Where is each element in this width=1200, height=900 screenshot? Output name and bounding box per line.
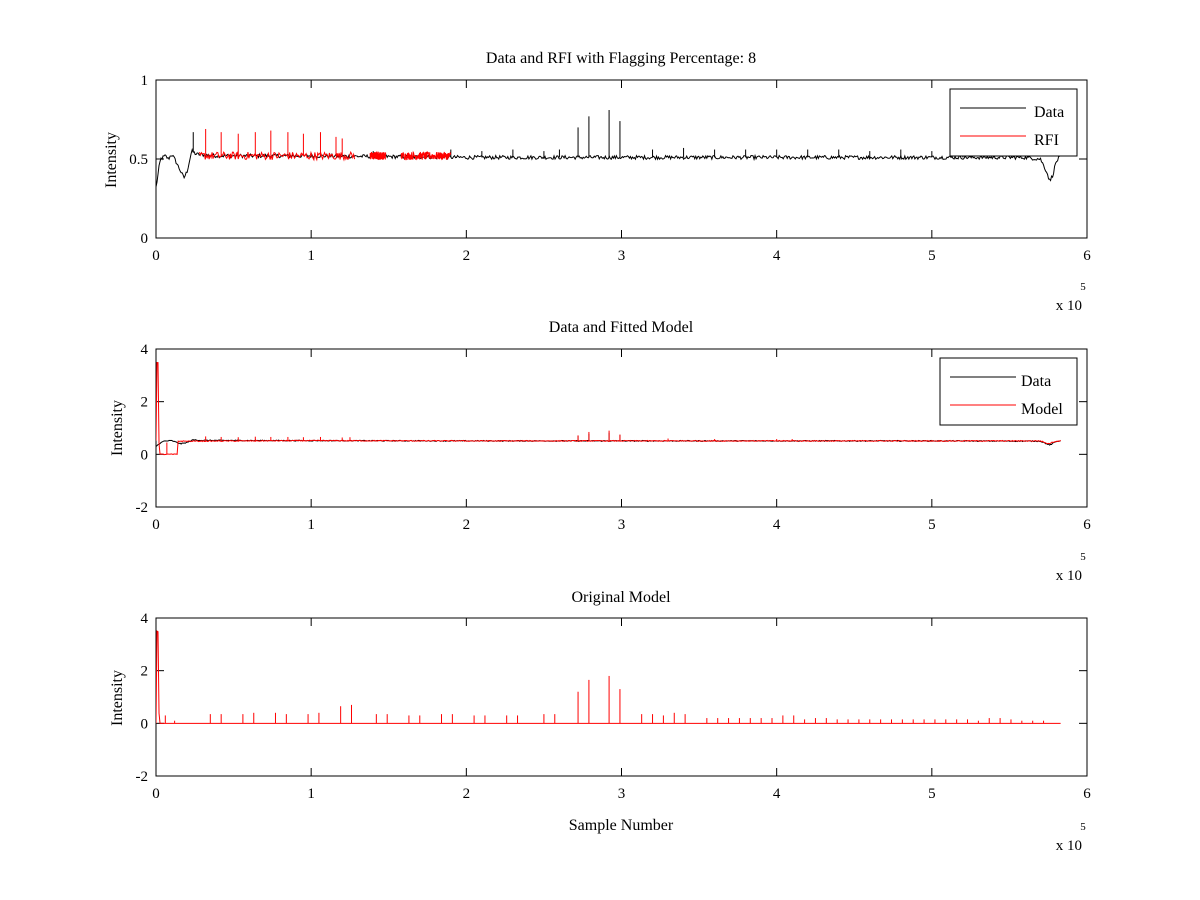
series-line-model [156, 630, 1061, 724]
x-tick-label: 5 [928, 517, 936, 533]
subplot-title: Original Model [571, 589, 671, 606]
y-tick-label: 0.5 [129, 152, 148, 168]
y-tick-label: -2 [136, 500, 149, 516]
legend-box [939, 357, 1078, 426]
y-tick-label: 2 [141, 664, 149, 680]
series-group [156, 362, 1061, 456]
y-tick-label: 2 [141, 395, 149, 411]
y-axis-label: Intensity [103, 132, 120, 188]
x-axis-multiplier: x 10 5 [1056, 281, 1087, 314]
x-tick-label: 2 [463, 248, 471, 264]
x-tick-label: 6 [1083, 786, 1091, 802]
x-tick-label: 5 [928, 786, 936, 802]
x-tick-label: 4 [773, 248, 781, 264]
y-tick-label: -2 [136, 769, 149, 785]
x-axis-label: Sample Number [569, 817, 674, 834]
y-tick-label: 1 [141, 73, 149, 89]
x-axis-multiplier: x 10 5 [1056, 551, 1087, 584]
x-tick-label: 3 [618, 248, 626, 264]
y-tick-label: 0 [141, 447, 149, 463]
axes-frame [155, 79, 1088, 239]
y-tick-label: 4 [141, 611, 149, 627]
x-tick-label: 2 [463, 786, 471, 802]
legend: Data Model [939, 357, 1078, 426]
x-tick-label: 4 [773, 517, 781, 533]
x-tick-label: 1 [307, 248, 315, 264]
y-tick-label: 0 [141, 231, 149, 247]
x-tick-label: 1 [307, 786, 315, 802]
subplot-title: Data and RFI with Flagging Percentage: 8 [486, 50, 756, 67]
x-tick-label: 6 [1083, 517, 1091, 533]
subplot-data-and-fitted-model: Data and Fitted Model Intensity 0 1 2 3 4 5 6 -… [109, 319, 1091, 584]
series-group [156, 630, 1061, 724]
series-group [156, 110, 1062, 187]
x-tick-label: 2 [463, 517, 471, 533]
axes-frame [155, 348, 1088, 508]
x-tick-label: 4 [773, 786, 781, 802]
x-tick-label: 0 [152, 517, 160, 533]
plot-area: 0 1 2 3 4 5 6 0 0.5 1 [129, 73, 1091, 264]
y-axis-label: Intensity [109, 400, 126, 456]
legend-box [949, 88, 1078, 157]
x-multiplier-base: x 10 [1056, 838, 1082, 854]
axes-frame [155, 617, 1088, 777]
x-multiplier-exponent: 5 [1080, 821, 1086, 833]
legend-entry-rfi: RFI [1034, 132, 1059, 149]
x-tick-label: 0 [152, 248, 160, 264]
y-axis-label: Intensity [109, 670, 126, 726]
legend: Data RFI [949, 88, 1078, 157]
x-tick-label: 3 [618, 786, 626, 802]
x-multiplier-base: x 10 [1056, 568, 1082, 584]
flagged-region-rfi [400, 150, 452, 161]
y-tick-label: 4 [141, 342, 149, 358]
legend-entry-model: Model [1021, 401, 1063, 418]
subplot-data-and-rfi: Data and RFI with Flagging Percentage: 8… [103, 50, 1091, 314]
flagged-region-rfi [369, 150, 387, 161]
y-tick-label: 0 [141, 716, 149, 732]
x-tick-label: 3 [618, 517, 626, 533]
series-line-model [156, 362, 1061, 456]
legend-entry-data: Data [1034, 104, 1064, 121]
x-axis-multiplier: x 10 5 [1056, 821, 1087, 854]
x-tick-label: 5 [928, 248, 936, 264]
x-multiplier-base: x 10 [1056, 298, 1082, 314]
x-tick-label: 1 [307, 517, 315, 533]
x-multiplier-exponent: 5 [1080, 551, 1086, 563]
legend-entry-data: Data [1021, 373, 1051, 390]
x-tick-label: 6 [1083, 248, 1091, 264]
x-multiplier-exponent: 5 [1080, 281, 1086, 293]
x-tick-label: 0 [152, 786, 160, 802]
subplot-title: Data and Fitted Model [549, 319, 694, 336]
flagged-region-rfi [198, 150, 356, 162]
